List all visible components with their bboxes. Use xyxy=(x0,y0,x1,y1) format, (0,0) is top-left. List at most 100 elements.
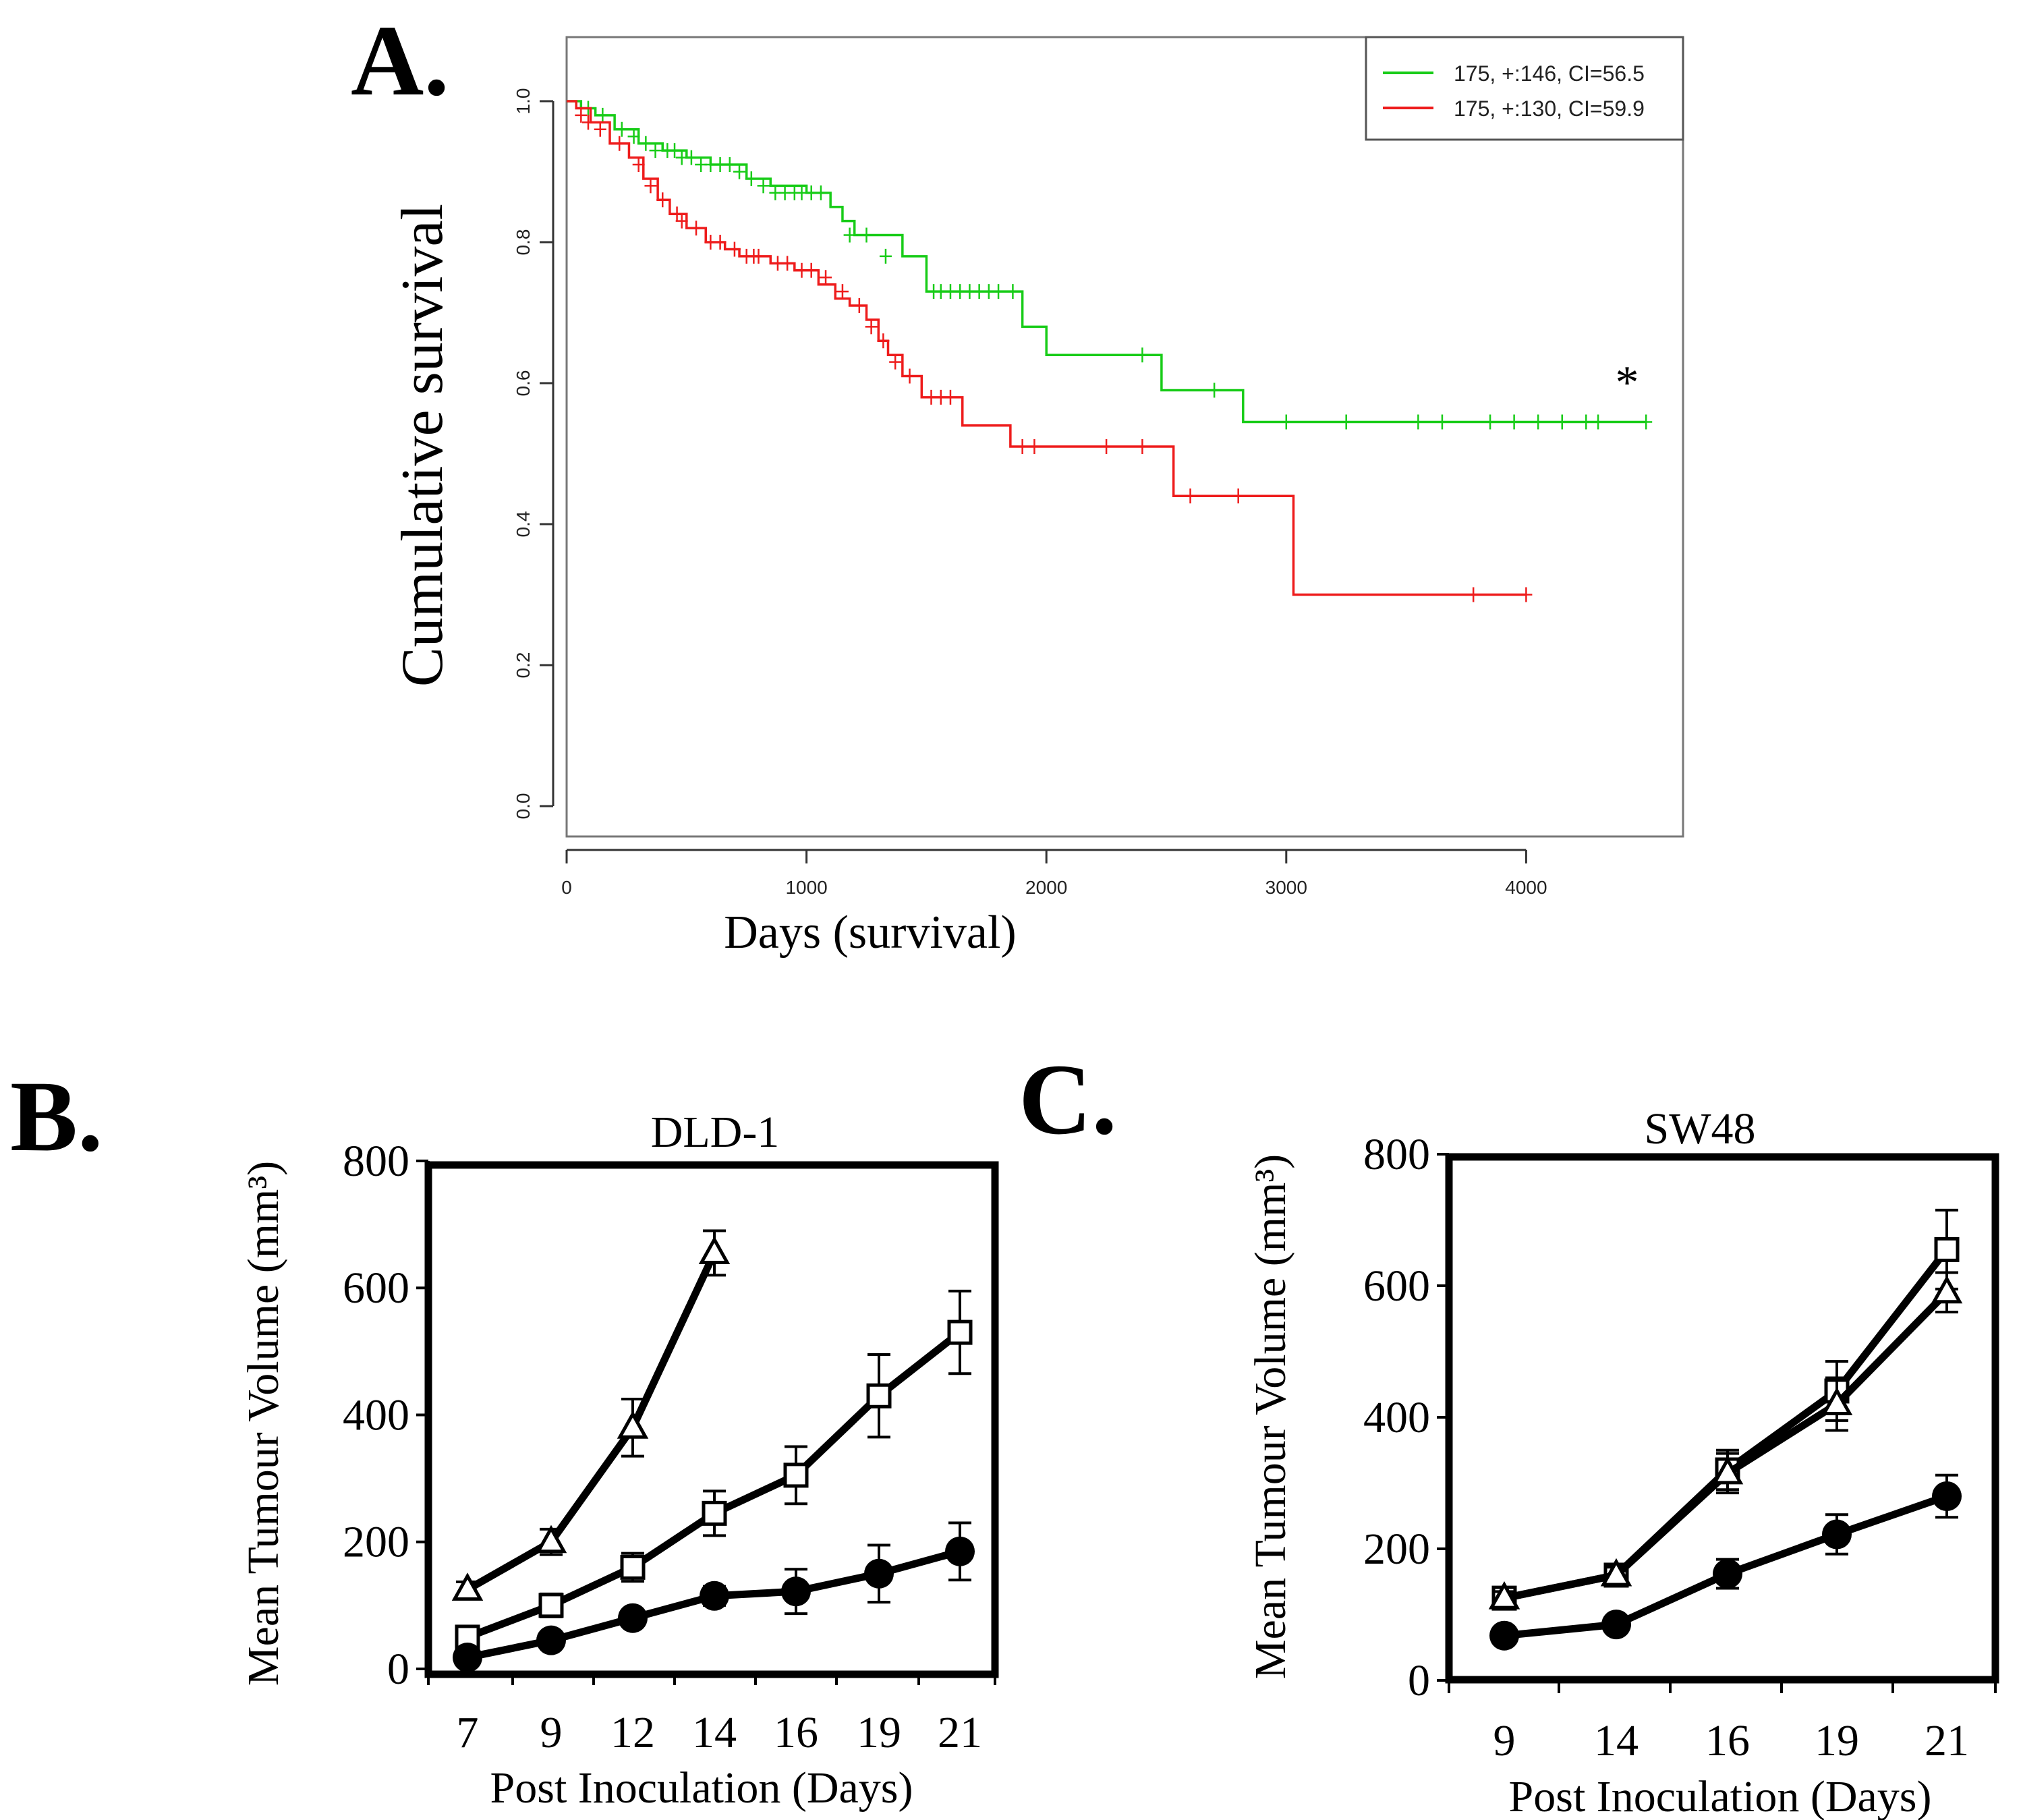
panel-b-marker-circle xyxy=(781,1576,811,1607)
panel-c-marker-circle xyxy=(1601,1610,1631,1640)
censor-mark-green xyxy=(615,121,628,137)
panel-a-y-tick-label: 0.6 xyxy=(513,370,534,397)
panel-c-marker-square xyxy=(1934,1236,1960,1262)
panel-c-x-axis-label: Post Inoculation (Days) xyxy=(1509,1772,1932,1820)
censor-mark-red xyxy=(613,136,626,151)
censor-mark-red xyxy=(656,192,669,208)
panel-b-marker-square xyxy=(866,1383,892,1409)
panel-b-series xyxy=(451,1229,975,1673)
panel-c-plot-frame xyxy=(1445,1153,1999,1684)
panel-a-x-tick-label: 2000 xyxy=(1025,877,1067,898)
panel-b-y-tick-label: 800 xyxy=(343,1137,409,1186)
censor-mark-green xyxy=(1006,284,1019,300)
legend-entry-green: 175, +:146, CI=56.5 xyxy=(1454,61,1645,86)
censor-mark-red xyxy=(1028,439,1041,455)
censor-mark-red xyxy=(752,248,765,264)
censor-mark-green xyxy=(860,227,873,243)
censor-mark-red xyxy=(1232,488,1245,504)
panel-b-x-tick-label: 7 xyxy=(457,1708,479,1757)
censor-mark-red xyxy=(1136,439,1149,455)
panel-c-x-tick-label: 19 xyxy=(1815,1716,1859,1765)
panel-a-x-tick-label: 1000 xyxy=(785,877,827,898)
censor-mark-green xyxy=(1532,414,1545,430)
censor-mark-green xyxy=(1435,414,1448,430)
panel-b-marker-triangle xyxy=(451,1572,484,1601)
panel-b-marker-circle xyxy=(453,1643,482,1673)
legend-box xyxy=(1365,36,1684,141)
panel-c-marker-circle xyxy=(1489,1620,1519,1651)
censor-mark-green xyxy=(1556,414,1568,430)
panel-b-x-tick-label: 19 xyxy=(857,1708,901,1757)
censor-mark-red xyxy=(836,284,849,300)
panel-b-series-triangle xyxy=(451,1229,731,1601)
panel-c-y-tick-label: 400 xyxy=(1363,1393,1430,1442)
censor-mark-red xyxy=(728,241,741,257)
censor-mark-green xyxy=(1508,414,1520,430)
panel-a-y-tick-label: 0.0 xyxy=(513,793,534,820)
censor-mark-red xyxy=(781,256,794,271)
panel-b-title: DLD-1 xyxy=(651,1108,780,1157)
panel-c-y-axis-label: Mean Tumour Volume (mm³) xyxy=(1246,1154,1295,1679)
panel-b-marker-triangle xyxy=(535,1525,567,1554)
panel-b-marker-square xyxy=(947,1319,973,1345)
panel-c-marker-triangle xyxy=(1931,1275,1963,1304)
censor-mark-red xyxy=(575,107,588,123)
legend-entry-red: 175, +:130, CI=59.9 xyxy=(1454,96,1645,121)
censor-mark-green xyxy=(1592,414,1605,430)
panel-c-y-tick-label: 200 xyxy=(1363,1525,1430,1574)
censor-mark-red xyxy=(1016,439,1029,455)
censor-mark-red xyxy=(944,389,957,405)
censor-mark-green xyxy=(1136,347,1149,363)
panel-b-marker-square xyxy=(538,1593,564,1618)
panel-c-line-square xyxy=(1503,1247,1950,1602)
panel-b-x-axis-label: Post Inoculation (Days) xyxy=(490,1763,913,1813)
censor-mark-red xyxy=(675,213,688,229)
panel-c-series-triangle xyxy=(1488,1271,1963,1610)
panel-c-marker-circle xyxy=(1932,1481,1962,1511)
panel-b-y-axis-label: Mean Tumour Volume (mm³) xyxy=(239,1161,288,1686)
censor-mark-red xyxy=(903,368,916,384)
panel-a: A. 0.0 0.2 0.4 0.6 0.8 1.0 0 1000 2000 3000 4000 1… xyxy=(351,5,1684,959)
panel-a-axes: 0.0 0.2 0.4 0.6 0.8 1.0 0 1000 2000 3000 4000 xyxy=(513,88,1547,898)
panel-b-marker-circle xyxy=(864,1558,894,1589)
censor-mark-green xyxy=(992,284,1005,300)
panel-b-y-tick-label: 0 xyxy=(387,1645,409,1694)
censor-mark-red xyxy=(582,115,595,130)
panel-b-marker-square xyxy=(783,1462,809,1488)
panel-b-x-tick-label: 21 xyxy=(938,1708,982,1757)
panel-b-axes: 0 200 400 600 800 7 9 12 14 16 19 21 xyxy=(343,1137,996,1757)
panel-a-plot-frame xyxy=(565,36,1684,838)
censor-mark-green xyxy=(757,178,770,194)
panel-c: C. SW48 0 200 400 600 800 9 14 16 19 21 Post Inoc… xyxy=(1019,1044,1999,1820)
censor-mark-red xyxy=(714,235,727,250)
censor-mark-red xyxy=(820,270,832,285)
panel-c-y-tick-label: 600 xyxy=(1363,1261,1430,1311)
censor-mark-green xyxy=(668,143,681,159)
censor-mark-red xyxy=(690,221,703,236)
panel-c-title: SW48 xyxy=(1645,1104,1756,1154)
censor-mark-green xyxy=(723,157,736,173)
panel-b-x-tick-label: 9 xyxy=(540,1708,563,1757)
panel-b-label: B. xyxy=(10,1060,103,1172)
censor-mark-green xyxy=(843,227,856,243)
panel-c-marker-triangle xyxy=(1600,1558,1632,1587)
censor-mark-red xyxy=(632,157,645,173)
censor-mark-green xyxy=(1580,414,1593,430)
censor-mark-red xyxy=(805,262,818,278)
censor-mark-green xyxy=(1484,414,1497,430)
censor-mark-green xyxy=(879,248,892,264)
panel-a-x-tick-label: 4000 xyxy=(1505,877,1547,898)
censor-mark-green xyxy=(685,150,698,165)
panel-c-y-tick-label: 0 xyxy=(1408,1656,1430,1705)
panel-a-legend: 175, +:146, CI=56.5 175, +:130, CI=59.9 xyxy=(1365,36,1684,141)
censor-mark-green xyxy=(1208,382,1221,398)
panel-c-x-tick-label: 14 xyxy=(1594,1716,1639,1765)
censor-mark-green xyxy=(1340,414,1353,430)
censor-mark-green xyxy=(1412,414,1425,430)
panel-b-marker-square xyxy=(620,1554,646,1580)
panel-b-marker-triangle xyxy=(698,1236,731,1264)
censor-mark-red xyxy=(1520,587,1533,602)
panel-c-marker-circle xyxy=(1822,1519,1852,1549)
panel-b-x-tick-label: 14 xyxy=(692,1708,737,1757)
